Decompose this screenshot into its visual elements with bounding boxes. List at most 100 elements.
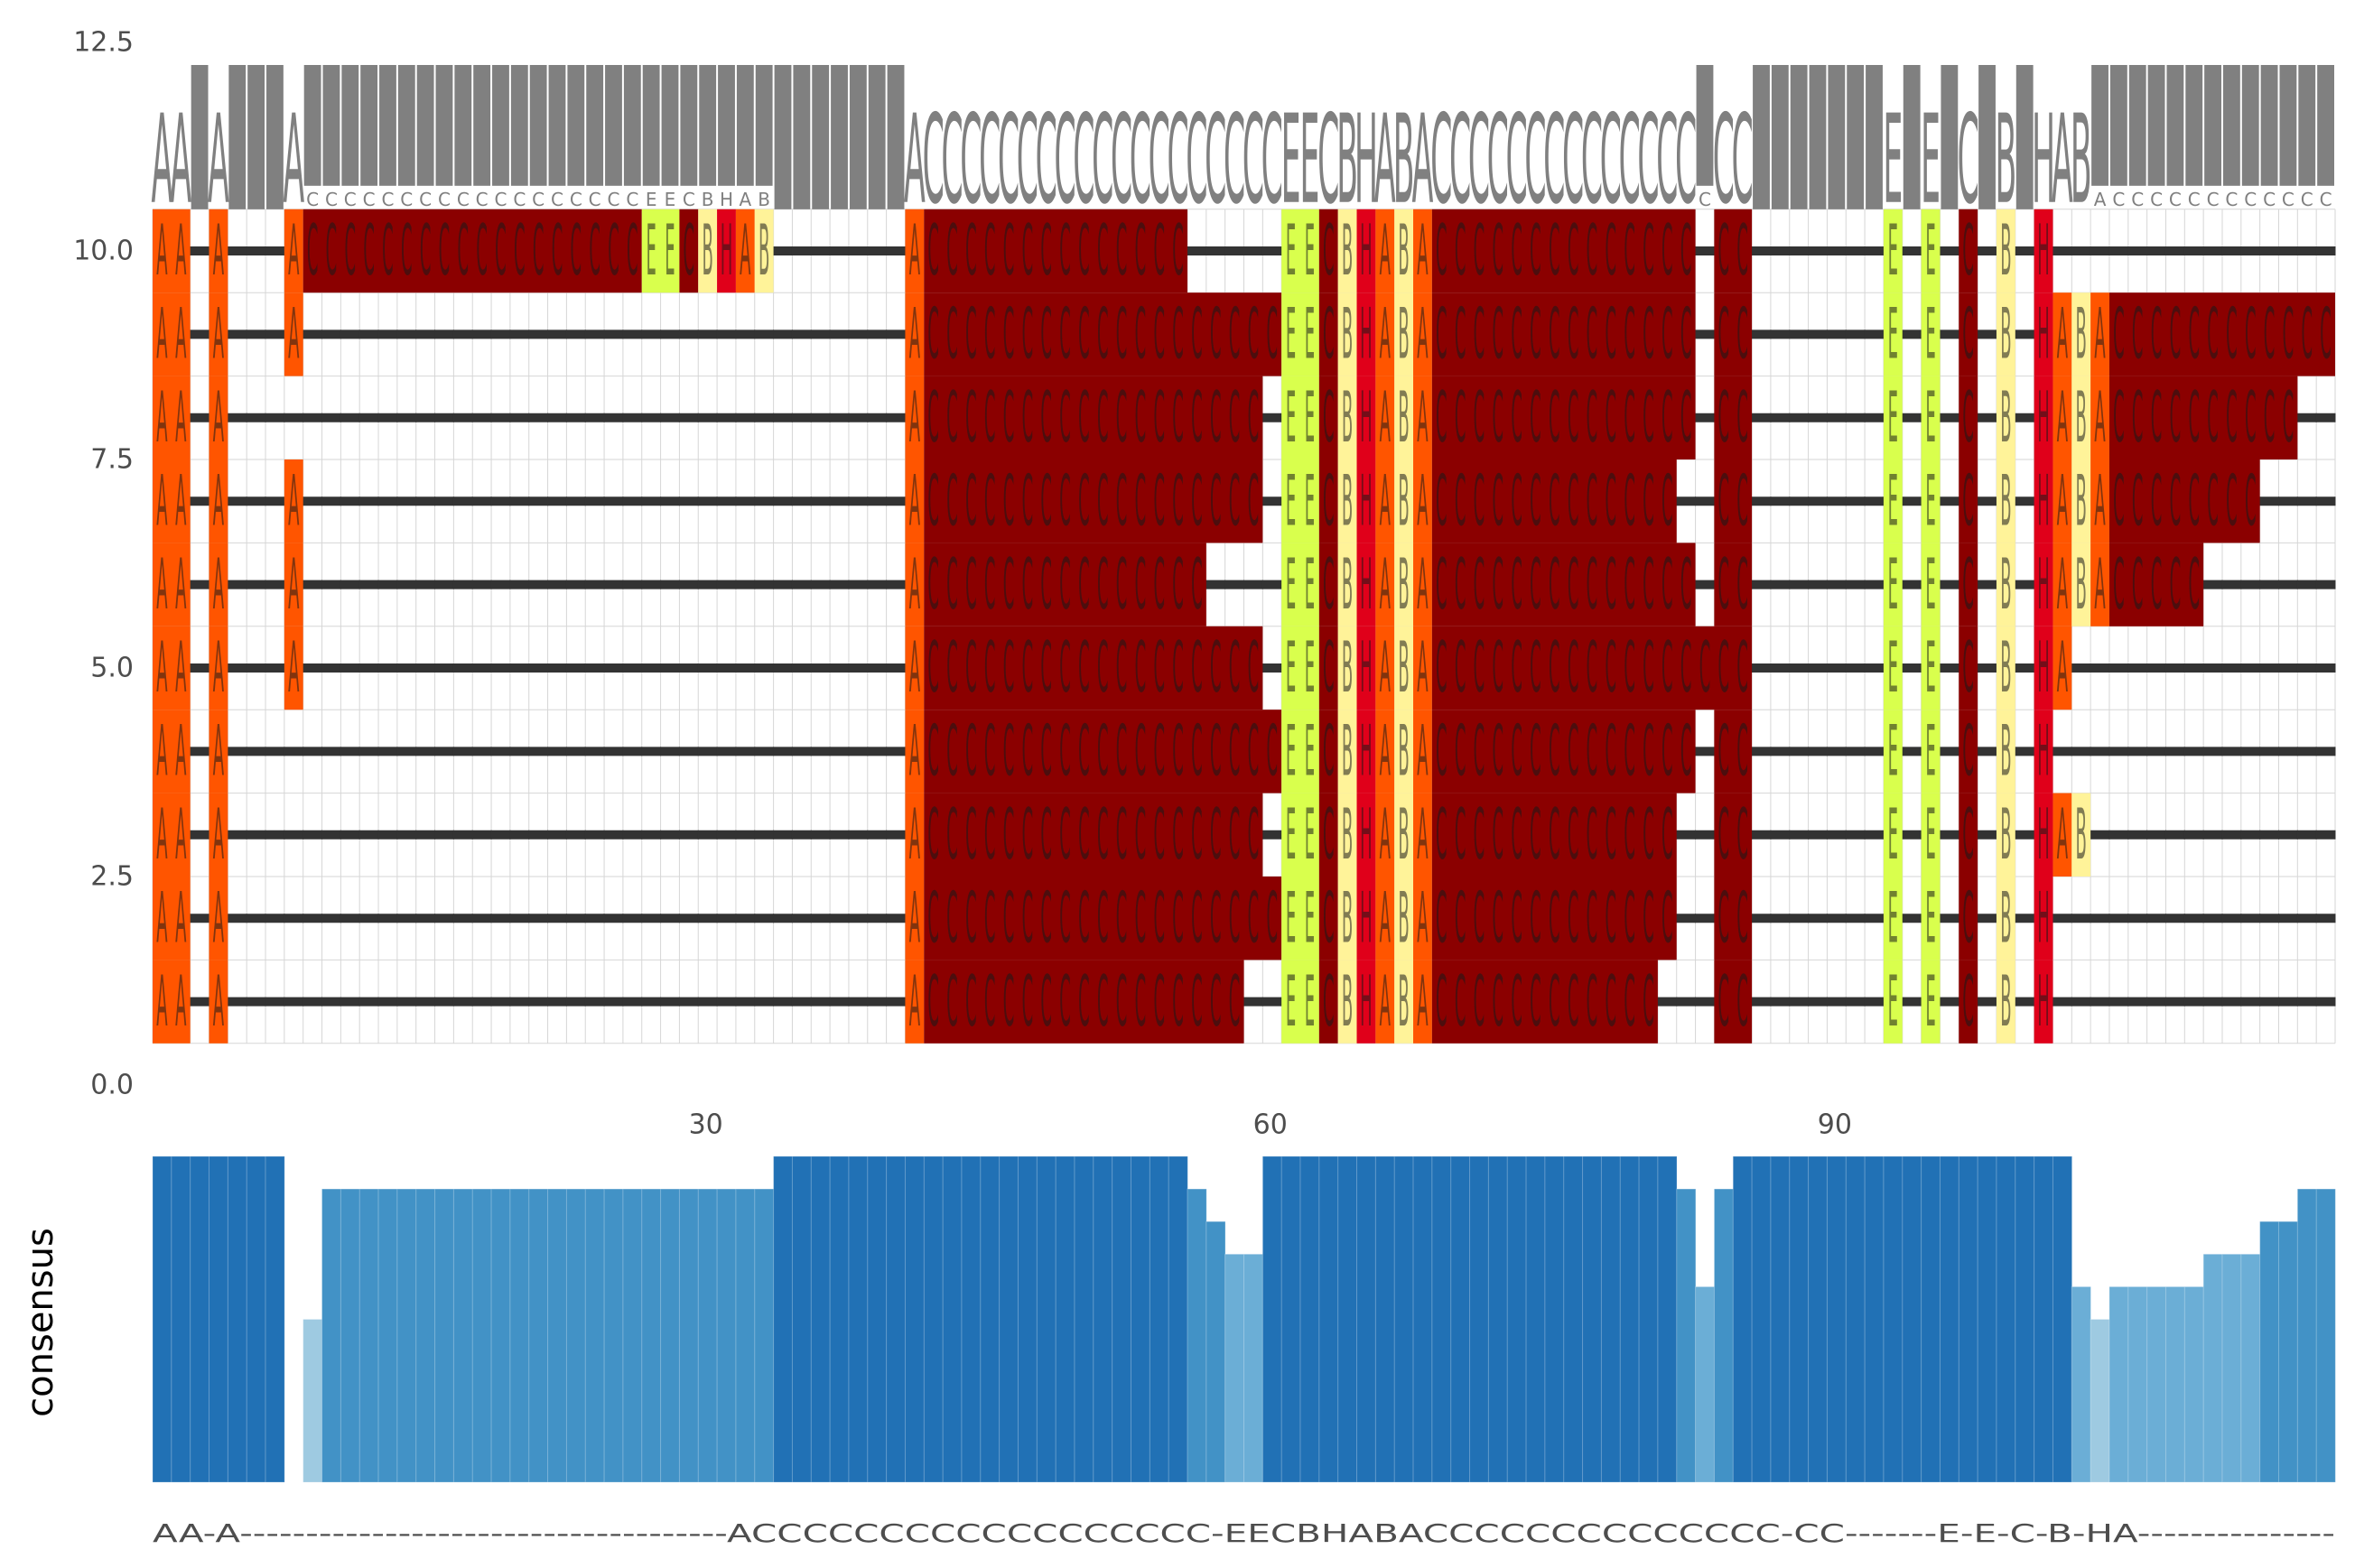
residue-tile-E xyxy=(1921,710,1941,793)
residue-tile-C xyxy=(1714,793,1753,877)
residue-letter: C xyxy=(1003,793,1015,876)
residue-letter: C xyxy=(1606,210,1617,292)
residue-letter: E xyxy=(646,210,656,292)
residue-letter: C xyxy=(1962,793,1974,876)
residue-letter: C xyxy=(1022,960,1034,1043)
residue-tile-B xyxy=(1394,292,1414,376)
residue-letter: C xyxy=(965,210,977,292)
consensus-bar xyxy=(754,1188,775,1483)
residue-tile-C xyxy=(1431,960,1658,1044)
consensus-bar xyxy=(980,1155,1001,1483)
residue-letter: C xyxy=(965,793,977,876)
residue-letter: C xyxy=(1153,960,1165,1043)
logo-column xyxy=(2166,65,2184,186)
logo-letter-small: C xyxy=(2301,189,2313,210)
residue-tile-A xyxy=(153,376,191,459)
logo-column xyxy=(831,65,848,209)
logo-letter-big: C xyxy=(1619,89,1641,232)
consensus-bar xyxy=(1751,1155,1772,1483)
residue-letter: A xyxy=(2094,543,2105,626)
residue-letter: B xyxy=(2000,793,2011,876)
residue-letter: C xyxy=(946,293,958,376)
logo-letter-big: C xyxy=(1713,89,1735,232)
residue-letter: A xyxy=(1417,543,1428,626)
residue-tile-B xyxy=(1394,877,1414,960)
consensus-bar xyxy=(415,1188,436,1483)
logo-letter-small: C xyxy=(532,189,545,210)
residue-tile-C xyxy=(1431,626,1753,710)
x-tick-label: 60 xyxy=(1253,1109,1288,1141)
consensus-bar xyxy=(923,1155,944,1483)
logo-letter-big: C xyxy=(1205,89,1226,232)
residue-tile-E xyxy=(1281,710,1319,793)
residue-letter: C xyxy=(946,710,958,793)
logo-column xyxy=(793,65,811,209)
residue-letter: B xyxy=(1342,960,1353,1043)
residue-tile-E xyxy=(1921,960,1941,1044)
residue-letter: C xyxy=(2151,543,2163,626)
residue-tile-B xyxy=(1337,292,1357,376)
residue-tile-C xyxy=(1714,710,1753,793)
consensus-bar xyxy=(1412,1155,1433,1483)
consensus-bar xyxy=(1770,1155,1791,1483)
residue-letter: C xyxy=(1587,877,1598,960)
residue-letter: C xyxy=(1172,376,1184,459)
residue-tile-B xyxy=(1337,960,1357,1044)
residue-letter: C xyxy=(2245,293,2257,376)
residue-letter: C xyxy=(1736,627,1748,710)
logo-letter-big: H xyxy=(2032,89,2055,232)
residue-letter: A xyxy=(288,460,299,543)
residue-letter: B xyxy=(1342,293,1353,376)
residue-letter: E xyxy=(1286,210,1296,292)
residue-letter: C xyxy=(1059,710,1071,793)
logo-letter-big: E xyxy=(1299,89,1319,232)
residue-tile-A xyxy=(2052,793,2072,877)
residue-letter: A xyxy=(213,460,224,543)
residue-letter: C xyxy=(1568,877,1579,960)
logo-letter-big: C xyxy=(1505,89,1527,232)
residue-letter: C xyxy=(1153,877,1165,960)
residue-letter: C xyxy=(1962,960,1974,1043)
residue-tile-A xyxy=(153,877,191,960)
residue-letter: C xyxy=(1191,710,1203,793)
residue-letter: C xyxy=(1116,543,1128,626)
logo-letter-big: C xyxy=(1449,89,1471,232)
residue-letter: B xyxy=(2076,460,2087,543)
logo-letter-small: E xyxy=(665,189,676,210)
consensus-bar xyxy=(1205,1220,1226,1483)
residue-letter: C xyxy=(1493,793,1504,876)
residue-letter: E xyxy=(1925,210,1935,292)
residue-letter: C xyxy=(1097,627,1109,710)
residue-tile-E xyxy=(1883,710,1903,793)
residue-letter: C xyxy=(1040,627,1052,710)
residue-letter: C xyxy=(1474,460,1485,543)
residue-letter: E xyxy=(1305,210,1315,292)
residue-letter: E xyxy=(1305,293,1315,376)
residue-tile-E xyxy=(1883,877,1903,960)
logo-letter-small: C xyxy=(2169,189,2182,210)
logo-column xyxy=(1828,65,1846,209)
residue-letter: E xyxy=(1305,710,1315,793)
residue-tile-A xyxy=(1413,292,1432,376)
residue-letter: C xyxy=(1587,460,1598,543)
residue-letter: E xyxy=(1925,543,1935,626)
residue-letter: C xyxy=(1436,627,1447,710)
consensus-bar xyxy=(171,1155,191,1483)
residue-tile-H xyxy=(2034,793,2053,877)
residue-letter: C xyxy=(1210,793,1222,876)
logo-column xyxy=(416,65,434,186)
residue-letter: C xyxy=(1511,627,1522,710)
residue-letter: E xyxy=(1305,460,1315,543)
residue-tile-A xyxy=(209,960,228,1044)
residue-letter: C xyxy=(1172,710,1184,793)
residue-letter: C xyxy=(2132,460,2144,543)
residue-letter: C xyxy=(1229,627,1241,710)
residue-letter: C xyxy=(2245,460,2257,543)
logo-letter-big: C xyxy=(1637,89,1659,232)
residue-letter: C xyxy=(1718,960,1730,1043)
residue-tile-C xyxy=(1431,376,1696,459)
residue-letter: C xyxy=(1962,627,1974,710)
consensus-bar xyxy=(1261,1155,1282,1483)
residue-letter: C xyxy=(1680,543,1692,626)
residue-letter: C xyxy=(1511,960,1522,1043)
